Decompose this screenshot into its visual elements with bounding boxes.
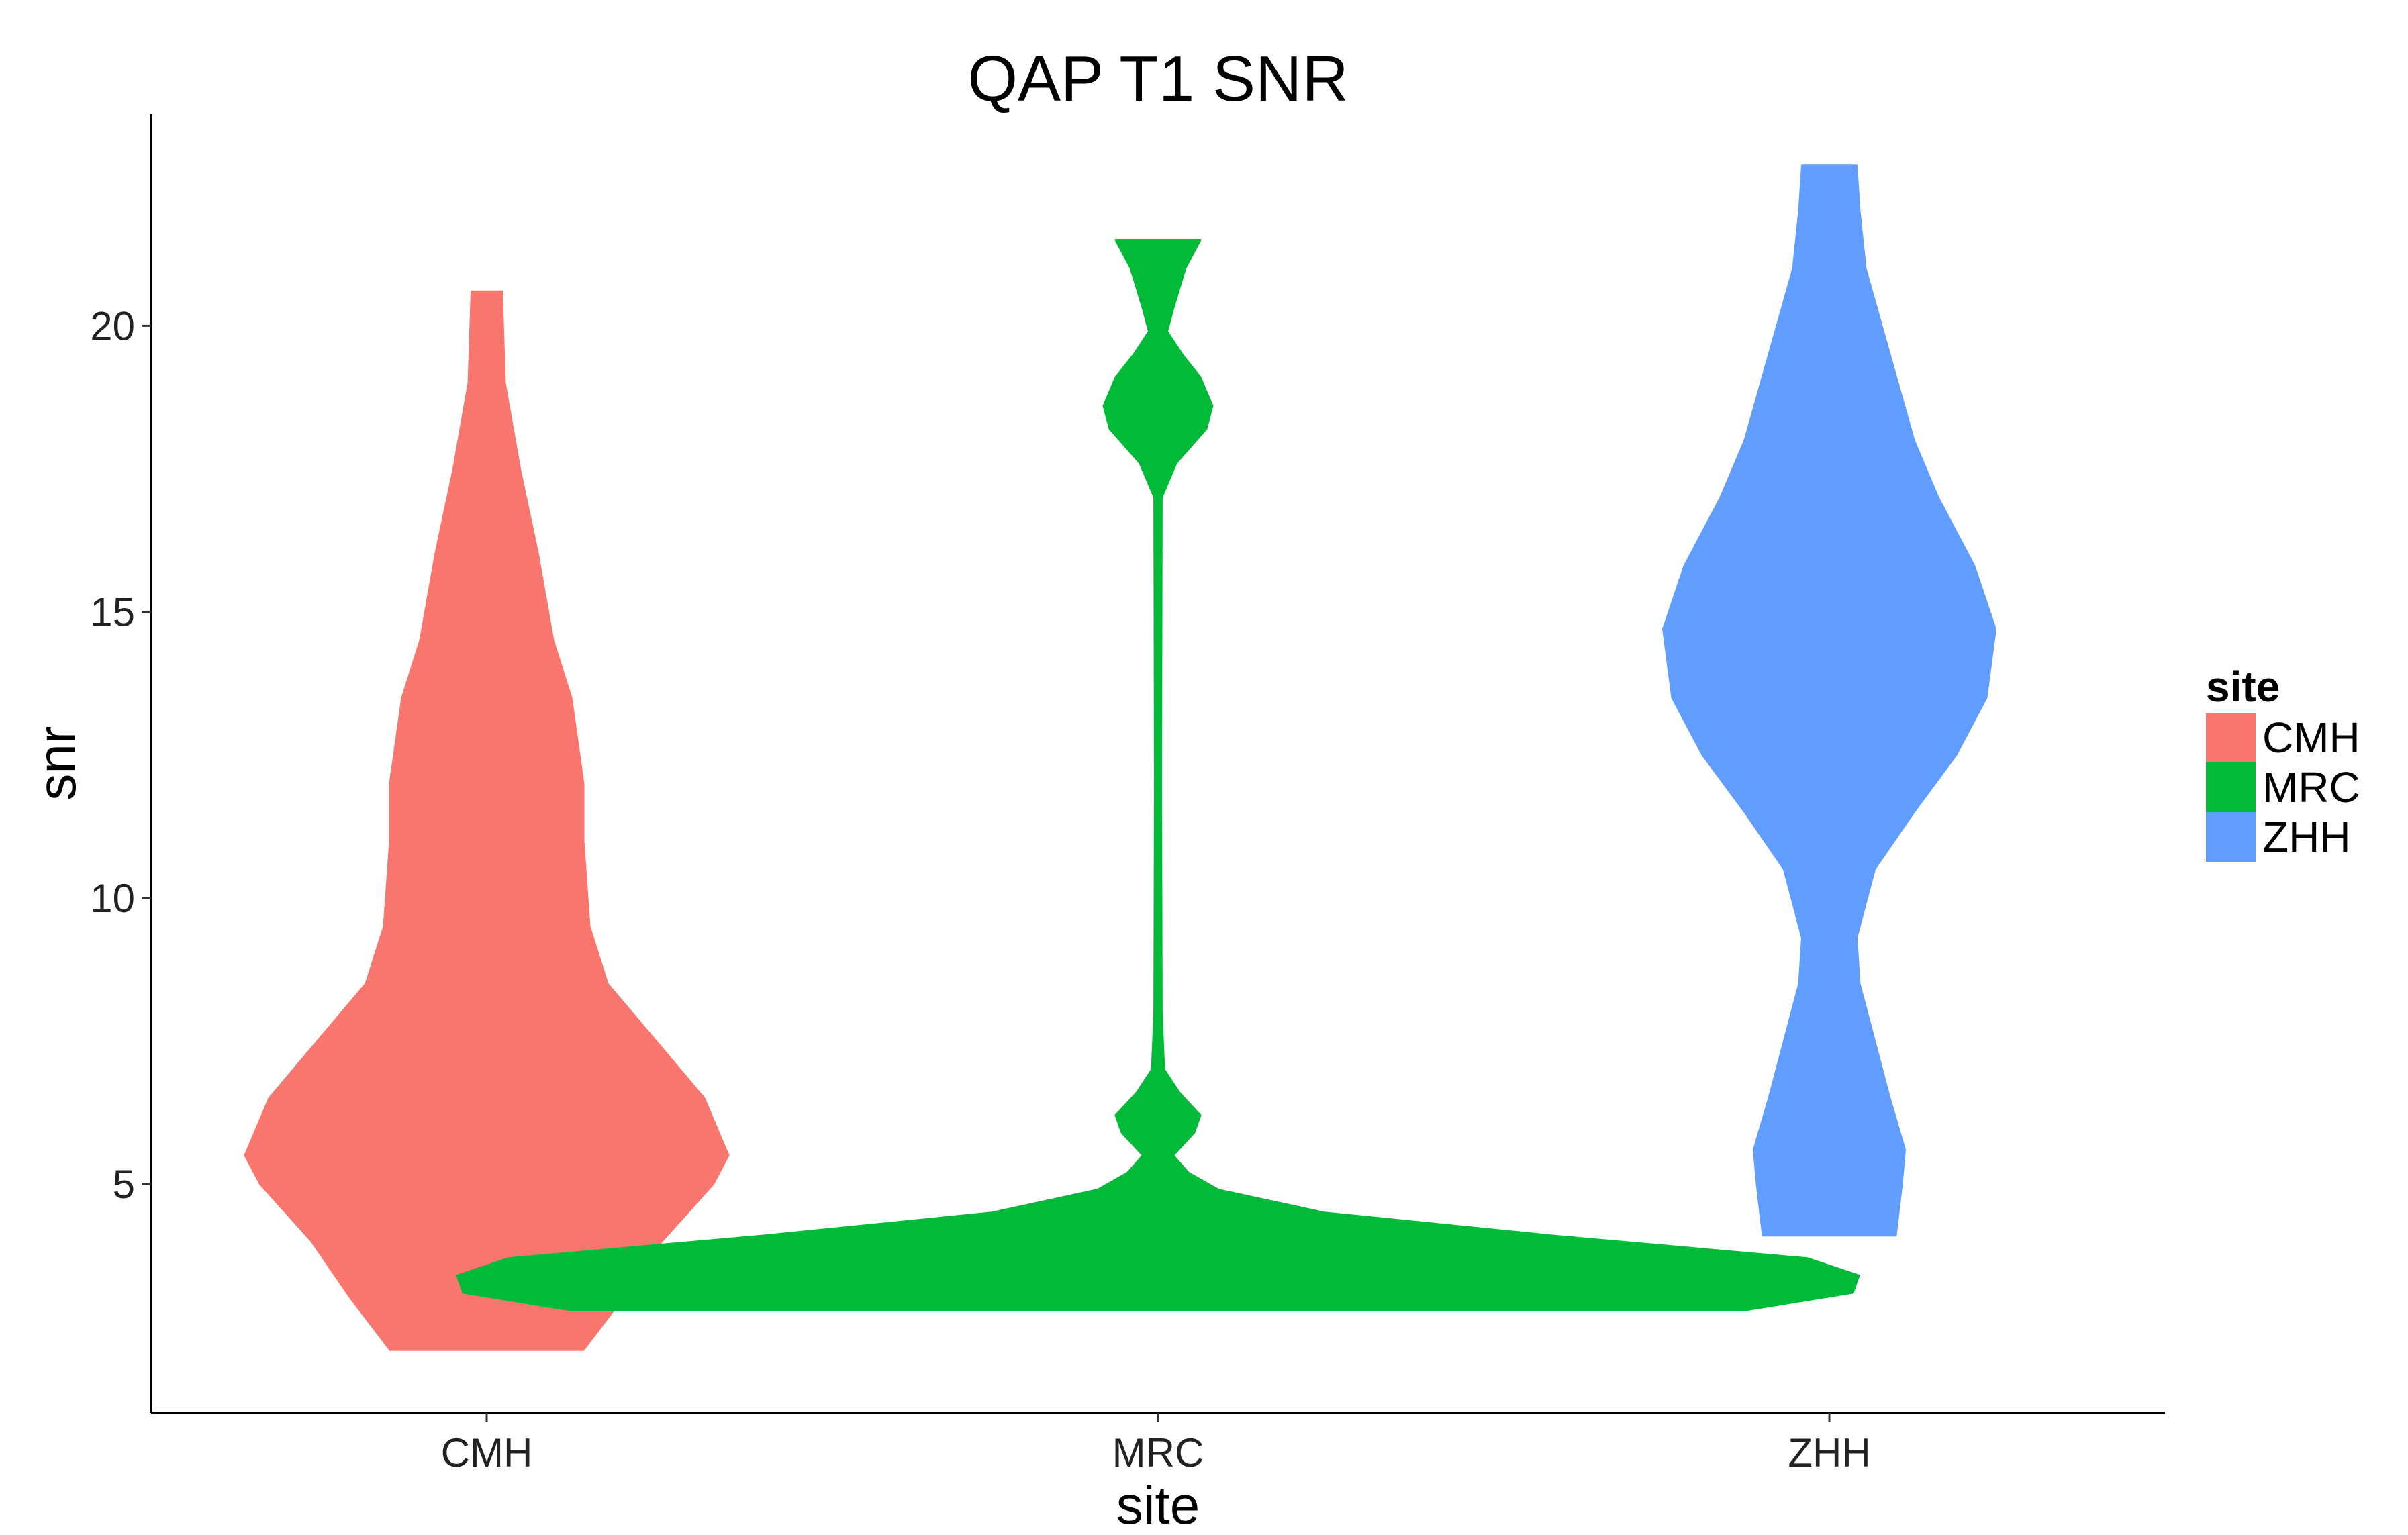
legend-key-cmh	[2206, 713, 2256, 762]
x-axis-ticks: CMH MRC ZHH	[441, 1413, 1871, 1475]
plot-area	[244, 164, 1996, 1351]
chart-title: QAP T1 SNR	[967, 43, 1348, 115]
violin-cmh	[244, 290, 730, 1351]
legend-label: ZHH	[2262, 813, 2351, 861]
legend-key-zhh	[2206, 812, 2256, 862]
violin-mrc	[456, 239, 1860, 1311]
x-tick-label: MRC	[1112, 1430, 1204, 1475]
y-tick-label: 15	[90, 590, 135, 635]
legend-label: MRC	[2262, 763, 2360, 811]
y-axis-ticks: 5 10 15 20	[90, 303, 151, 1207]
violin-zhh	[1662, 164, 1996, 1237]
x-tick-label: CMH	[441, 1430, 533, 1475]
legend-key-mrc	[2206, 762, 2256, 812]
y-tick-label: 10	[90, 876, 135, 921]
y-axis-title: snr	[27, 726, 87, 800]
x-axis-title: site	[1116, 1475, 1200, 1535]
legend-title: site	[2206, 662, 2280, 711]
legend-label: CMH	[2262, 713, 2360, 762]
y-tick-label: 5	[113, 1162, 135, 1207]
x-tick-label: ZHH	[1788, 1430, 1870, 1475]
y-tick-label: 20	[90, 303, 135, 348]
